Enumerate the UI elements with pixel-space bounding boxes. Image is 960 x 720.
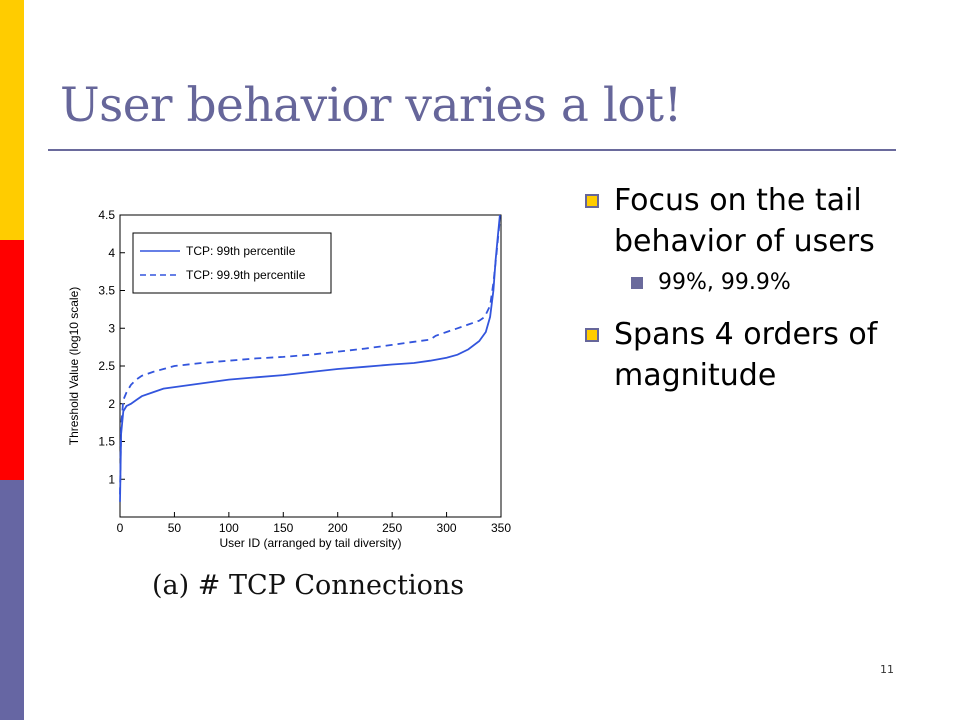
sub-bullet-square-icon	[631, 277, 643, 289]
x-tick-label: 300	[437, 521, 457, 535]
y-tick-label: 2.5	[98, 359, 115, 373]
bullet-square-icon	[585, 328, 599, 342]
y-tick-label: 3	[108, 321, 115, 335]
y-tick-label: 2	[108, 397, 115, 411]
y-tick-label: 1.5	[98, 435, 115, 449]
legend-label-99th: TCP: 99th percentile	[186, 244, 296, 258]
accent-bar-red	[0, 240, 24, 480]
title-divider	[48, 149, 896, 151]
bullet-list: Focus on the tail behavior of users 99%,…	[584, 180, 914, 402]
x-tick-label: 350	[491, 521, 511, 535]
figure-caption: (a) # TCP Connections	[152, 570, 465, 601]
series-line-99th	[119, 214, 501, 502]
x-tick-label: 50	[168, 521, 182, 535]
legend-label-99-9th: TCP: 99.9th percentile	[186, 268, 306, 282]
y-tick-label: 4.5	[98, 208, 115, 222]
bullet-item: Spans 4 orders of magnitude	[584, 314, 914, 396]
bullet-square-icon	[585, 194, 599, 208]
page-number: 11	[880, 663, 894, 676]
y-tick-label: 4	[108, 246, 115, 260]
accent-bar-purple	[0, 480, 24, 720]
bullet-item: Focus on the tail behavior of users	[584, 180, 914, 262]
y-tick-label: 3.5	[98, 284, 115, 298]
threshold-line-chart: 0 50 100 150 200 250 300 350 1 1.5 2 2.5 3 3.5 4 4.5 TC…	[67, 208, 511, 550]
x-tick-label: 250	[382, 521, 402, 535]
x-axis-label: User ID (arranged by tail diversity)	[219, 536, 401, 550]
x-tick-label: 100	[219, 521, 239, 535]
series-line-99-9th	[119, 218, 501, 495]
x-tick-label: 200	[328, 521, 348, 535]
bullet-text: Focus on the tail behavior of users	[614, 183, 875, 259]
y-axis-label: Threshold Value (log10 scale)	[67, 287, 81, 446]
x-tick-label: 150	[273, 521, 293, 535]
slide-title: User behavior varies a lot!	[60, 78, 682, 133]
bullet-text: Spans 4 orders of magnitude	[614, 317, 878, 393]
y-tick-label: 1	[108, 472, 115, 486]
legend-box	[132, 232, 332, 294]
chart-legend: TCP: 99th percentile TCP: 99.9th percent…	[132, 232, 332, 294]
x-tick-label: 0	[117, 521, 124, 535]
sub-bullet-item: 99%, 99.9%	[584, 268, 914, 298]
sub-bullet-text: 99%, 99.9%	[658, 270, 791, 295]
accent-bar-yellow	[0, 0, 24, 240]
